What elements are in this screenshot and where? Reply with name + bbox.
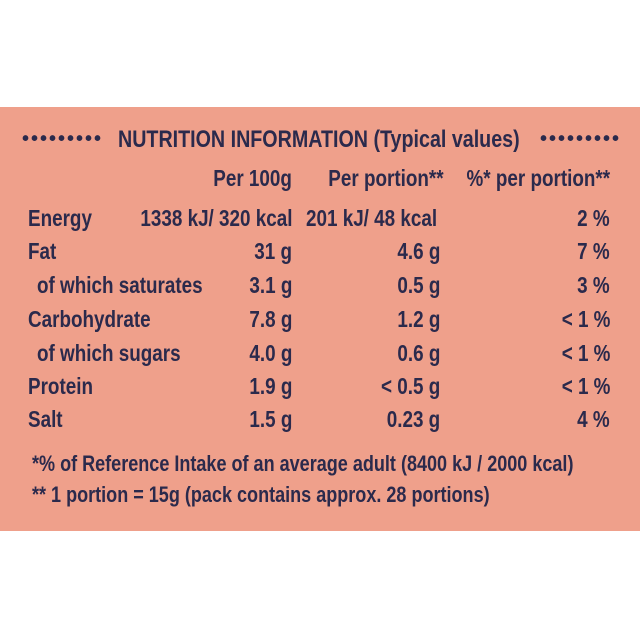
salt-per-100g: 1.5 g bbox=[249, 406, 292, 432]
saturates-per-portion: 0.5 g bbox=[397, 272, 440, 298]
protein-pct: < 1 % bbox=[561, 373, 610, 399]
fat-per-portion: 4.6 g bbox=[397, 238, 440, 264]
header-per-portion: Per portion** bbox=[328, 165, 444, 191]
row-label-protein: Protein bbox=[28, 373, 93, 399]
energy-per-portion: 201 kJ/ 48 kcal bbox=[306, 205, 438, 231]
title-row: ••••••••• NUTRITION INFORMATION (Typical… bbox=[0, 123, 640, 157]
salt-pct: 4 % bbox=[577, 406, 610, 432]
carbohydrate-pct: < 1 % bbox=[561, 306, 610, 332]
header-per-100g: Per 100g bbox=[213, 165, 292, 191]
nutrition-title: NUTRITION INFORMATION (Typical values) bbox=[118, 126, 520, 153]
energy-pct: 2 % bbox=[577, 205, 610, 231]
dotted-leader-left: ••••••••• bbox=[22, 128, 104, 150]
footnote-portion-size: ** 1 portion = 15g (pack contains approx… bbox=[32, 482, 490, 507]
energy-per-100g: 1338 kJ/ 320 kcal bbox=[139, 205, 292, 231]
header-pct-per-portion: %* per portion** bbox=[466, 165, 610, 191]
fat-per-100g: 31 g bbox=[254, 238, 292, 264]
saturates-per-100g: 3.1 g bbox=[249, 272, 292, 298]
carbohydrate-per-100g: 7.8 g bbox=[249, 306, 292, 332]
row-label-sugars: of which sugars bbox=[37, 340, 181, 366]
row-label-energy: Energy bbox=[28, 205, 92, 231]
row-label-saturates: of which saturates bbox=[37, 272, 203, 298]
sugars-per-100g: 4.0 g bbox=[249, 340, 292, 366]
saturates-pct: 3 % bbox=[577, 272, 610, 298]
row-label-carbohydrate: Carbohydrate bbox=[28, 306, 151, 332]
salt-per-portion: 0.23 g bbox=[386, 406, 440, 432]
nutrition-panel: ••••••••• NUTRITION INFORMATION (Typical… bbox=[0, 107, 640, 531]
sugars-pct: < 1 % bbox=[561, 340, 610, 366]
dotted-leader-right: ••••••••• bbox=[540, 128, 622, 150]
carbohydrate-per-portion: 1.2 g bbox=[397, 306, 440, 332]
row-label-salt: Salt bbox=[28, 406, 63, 432]
row-label-fat: Fat bbox=[28, 238, 57, 264]
fat-pct: 7 % bbox=[577, 238, 610, 264]
protein-per-100g: 1.9 g bbox=[249, 373, 292, 399]
protein-per-portion: < 0.5 g bbox=[380, 373, 440, 399]
sugars-per-portion: 0.6 g bbox=[397, 340, 440, 366]
footnote-reference-intake: *% of Reference Intake of an average adu… bbox=[32, 451, 574, 476]
